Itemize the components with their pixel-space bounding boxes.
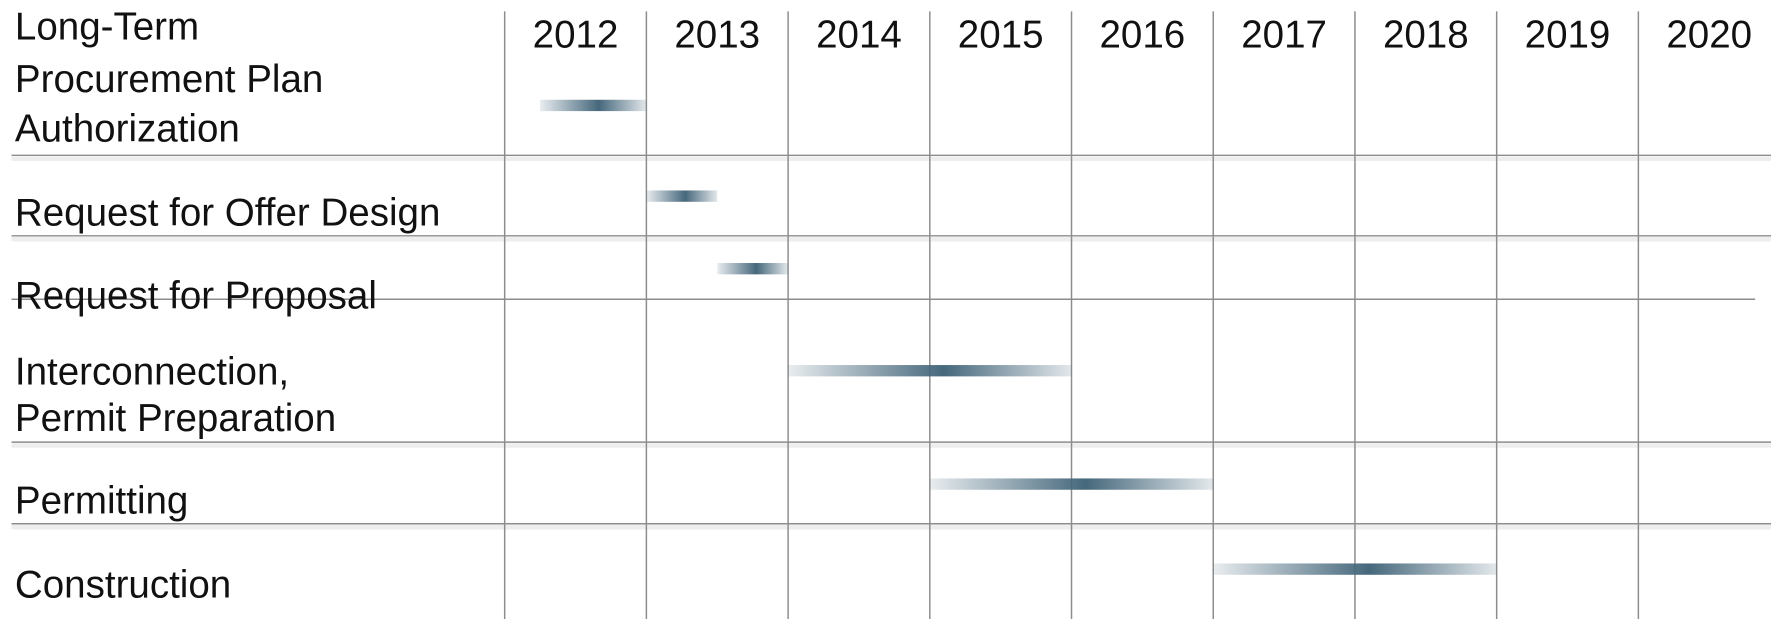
task-label: Permitting <box>15 480 188 523</box>
task-label: Procurement Plan <box>15 58 323 101</box>
task-label: Interconnection, <box>15 350 289 393</box>
task-bar <box>717 263 789 275</box>
task-bar <box>646 190 718 202</box>
task-bar <box>540 99 647 112</box>
task-label: Long-Term <box>15 6 199 49</box>
x-tick-label: 2019 <box>1525 14 1611 57</box>
task-bar <box>788 365 1072 377</box>
x-tick-label: 2015 <box>958 14 1044 57</box>
task-label: Construction <box>15 563 231 606</box>
task-label: Permit Preparation <box>15 397 336 440</box>
x-tick-label: 2012 <box>533 14 619 57</box>
task-label: Request for Proposal <box>15 274 377 317</box>
task-bar <box>1213 563 1497 575</box>
task-bar <box>929 478 1214 490</box>
task-label: Authorization <box>15 108 240 151</box>
x-tick-label: 2018 <box>1383 14 1469 57</box>
task-label: Request for Offer Design <box>15 192 440 235</box>
x-tick-label: 2014 <box>816 14 902 57</box>
x-tick-label: 2020 <box>1666 14 1752 57</box>
x-tick-label: 2016 <box>1100 14 1186 57</box>
x-tick-label: 2013 <box>674 14 760 57</box>
x-tick-label: 2017 <box>1241 14 1327 57</box>
